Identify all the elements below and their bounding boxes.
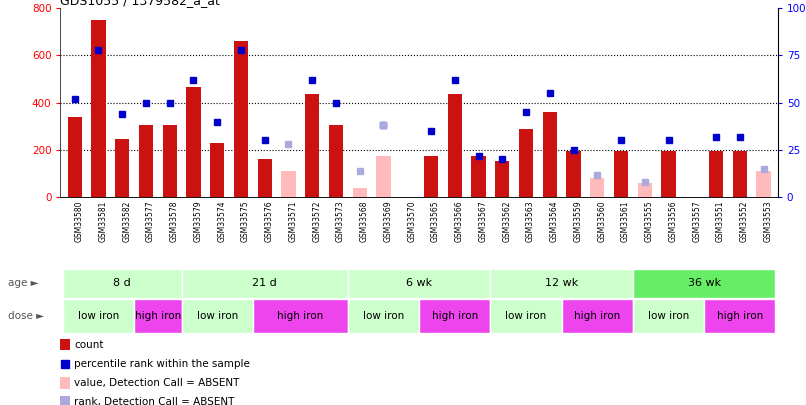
Text: GDS1055 / 1379582_a_at: GDS1055 / 1379582_a_at [60, 0, 220, 7]
Bar [633, 269, 775, 298]
Bar [638, 183, 652, 197]
Text: GSM33568: GSM33568 [359, 201, 368, 242]
Bar [633, 299, 704, 333]
Text: rank, Detection Call = ABSENT: rank, Detection Call = ABSENT [74, 397, 235, 405]
Bar [234, 41, 248, 197]
Text: GSM33565: GSM33565 [431, 201, 440, 243]
Bar [495, 161, 509, 197]
Bar [134, 299, 181, 333]
Bar [709, 151, 723, 197]
Bar [490, 269, 633, 298]
Text: GSM33574: GSM33574 [218, 201, 226, 243]
Text: high iron: high iron [432, 311, 478, 321]
Bar [352, 188, 367, 197]
Text: GSM33580: GSM33580 [75, 201, 84, 242]
Bar [472, 156, 486, 197]
Bar [186, 87, 201, 197]
Bar [424, 156, 438, 197]
Text: high iron: high iron [135, 311, 181, 321]
Bar [490, 299, 562, 333]
Bar [376, 156, 391, 197]
Bar [519, 129, 533, 197]
Text: GSM33562: GSM33562 [502, 201, 511, 242]
Bar [542, 112, 557, 197]
Bar [60, 339, 70, 350]
Text: GSM33575: GSM33575 [241, 201, 250, 243]
Text: GSM33561: GSM33561 [621, 201, 630, 242]
Bar [60, 396, 70, 405]
Text: 21 d: 21 d [252, 278, 277, 288]
Text: GSM33559: GSM33559 [574, 201, 583, 243]
Text: low iron: low iron [648, 311, 689, 321]
Bar [163, 125, 177, 197]
Bar [91, 20, 106, 197]
Text: 6 wk: 6 wk [406, 278, 432, 288]
Text: GSM33572: GSM33572 [312, 201, 322, 242]
Text: dose ►: dose ► [8, 311, 44, 321]
Bar [662, 151, 675, 197]
Bar [348, 269, 490, 298]
Text: GSM33556: GSM33556 [668, 201, 678, 243]
Text: value, Detection Call = ABSENT: value, Detection Call = ABSENT [74, 378, 239, 388]
Text: high iron: high iron [277, 311, 323, 321]
Text: percentile rank within the sample: percentile rank within the sample [74, 359, 250, 369]
Bar [348, 299, 419, 333]
Text: low iron: low iron [505, 311, 546, 321]
Text: GSM33560: GSM33560 [597, 201, 606, 243]
Text: 12 wk: 12 wk [545, 278, 578, 288]
Text: 8 d: 8 d [114, 278, 131, 288]
Bar [60, 377, 70, 389]
Text: GSM33582: GSM33582 [123, 201, 131, 242]
Bar [733, 151, 747, 197]
Text: GSM33552: GSM33552 [740, 201, 749, 242]
Text: GSM33581: GSM33581 [98, 201, 107, 242]
Text: GSM33569: GSM33569 [384, 201, 393, 243]
Text: high iron: high iron [574, 311, 621, 321]
Bar [181, 269, 348, 298]
Bar [181, 299, 253, 333]
Text: age ►: age ► [8, 278, 39, 288]
Text: count: count [74, 340, 104, 350]
Text: GSM33551: GSM33551 [716, 201, 725, 242]
Bar [567, 151, 580, 197]
Text: GSM33578: GSM33578 [170, 201, 179, 242]
Bar [447, 94, 462, 197]
Text: GSM33579: GSM33579 [193, 201, 202, 243]
Text: GSM33577: GSM33577 [146, 201, 155, 243]
Bar [590, 178, 604, 197]
Bar [281, 171, 296, 197]
Text: GSM33576: GSM33576 [264, 201, 274, 243]
Text: GSM33563: GSM33563 [526, 201, 535, 243]
Text: GSM33567: GSM33567 [479, 201, 488, 243]
Bar [419, 299, 490, 333]
Text: GSM33573: GSM33573 [336, 201, 345, 243]
Text: GSM33571: GSM33571 [289, 201, 297, 242]
Bar [756, 171, 771, 197]
Text: 36 wk: 36 wk [688, 278, 721, 288]
Bar [305, 94, 319, 197]
Text: GSM33555: GSM33555 [645, 201, 654, 243]
Text: GSM33566: GSM33566 [455, 201, 463, 243]
Bar [562, 299, 633, 333]
Text: high iron: high iron [717, 311, 763, 321]
Text: GSM33570: GSM33570 [407, 201, 416, 243]
Text: low iron: low iron [197, 311, 238, 321]
Bar [329, 125, 343, 197]
Bar [614, 151, 628, 197]
Bar [63, 299, 134, 333]
Text: GSM33564: GSM33564 [550, 201, 559, 243]
Bar [258, 160, 272, 197]
Text: low iron: low iron [78, 311, 119, 321]
Bar [376, 156, 391, 197]
Bar [115, 139, 129, 197]
Text: GSM33553: GSM33553 [763, 201, 772, 243]
Text: GSM33557: GSM33557 [692, 201, 701, 243]
Bar [704, 299, 775, 333]
Bar [253, 299, 348, 333]
Bar [63, 269, 181, 298]
Bar [68, 117, 82, 197]
Text: low iron: low iron [363, 311, 404, 321]
Bar [210, 143, 224, 197]
Bar [139, 125, 153, 197]
